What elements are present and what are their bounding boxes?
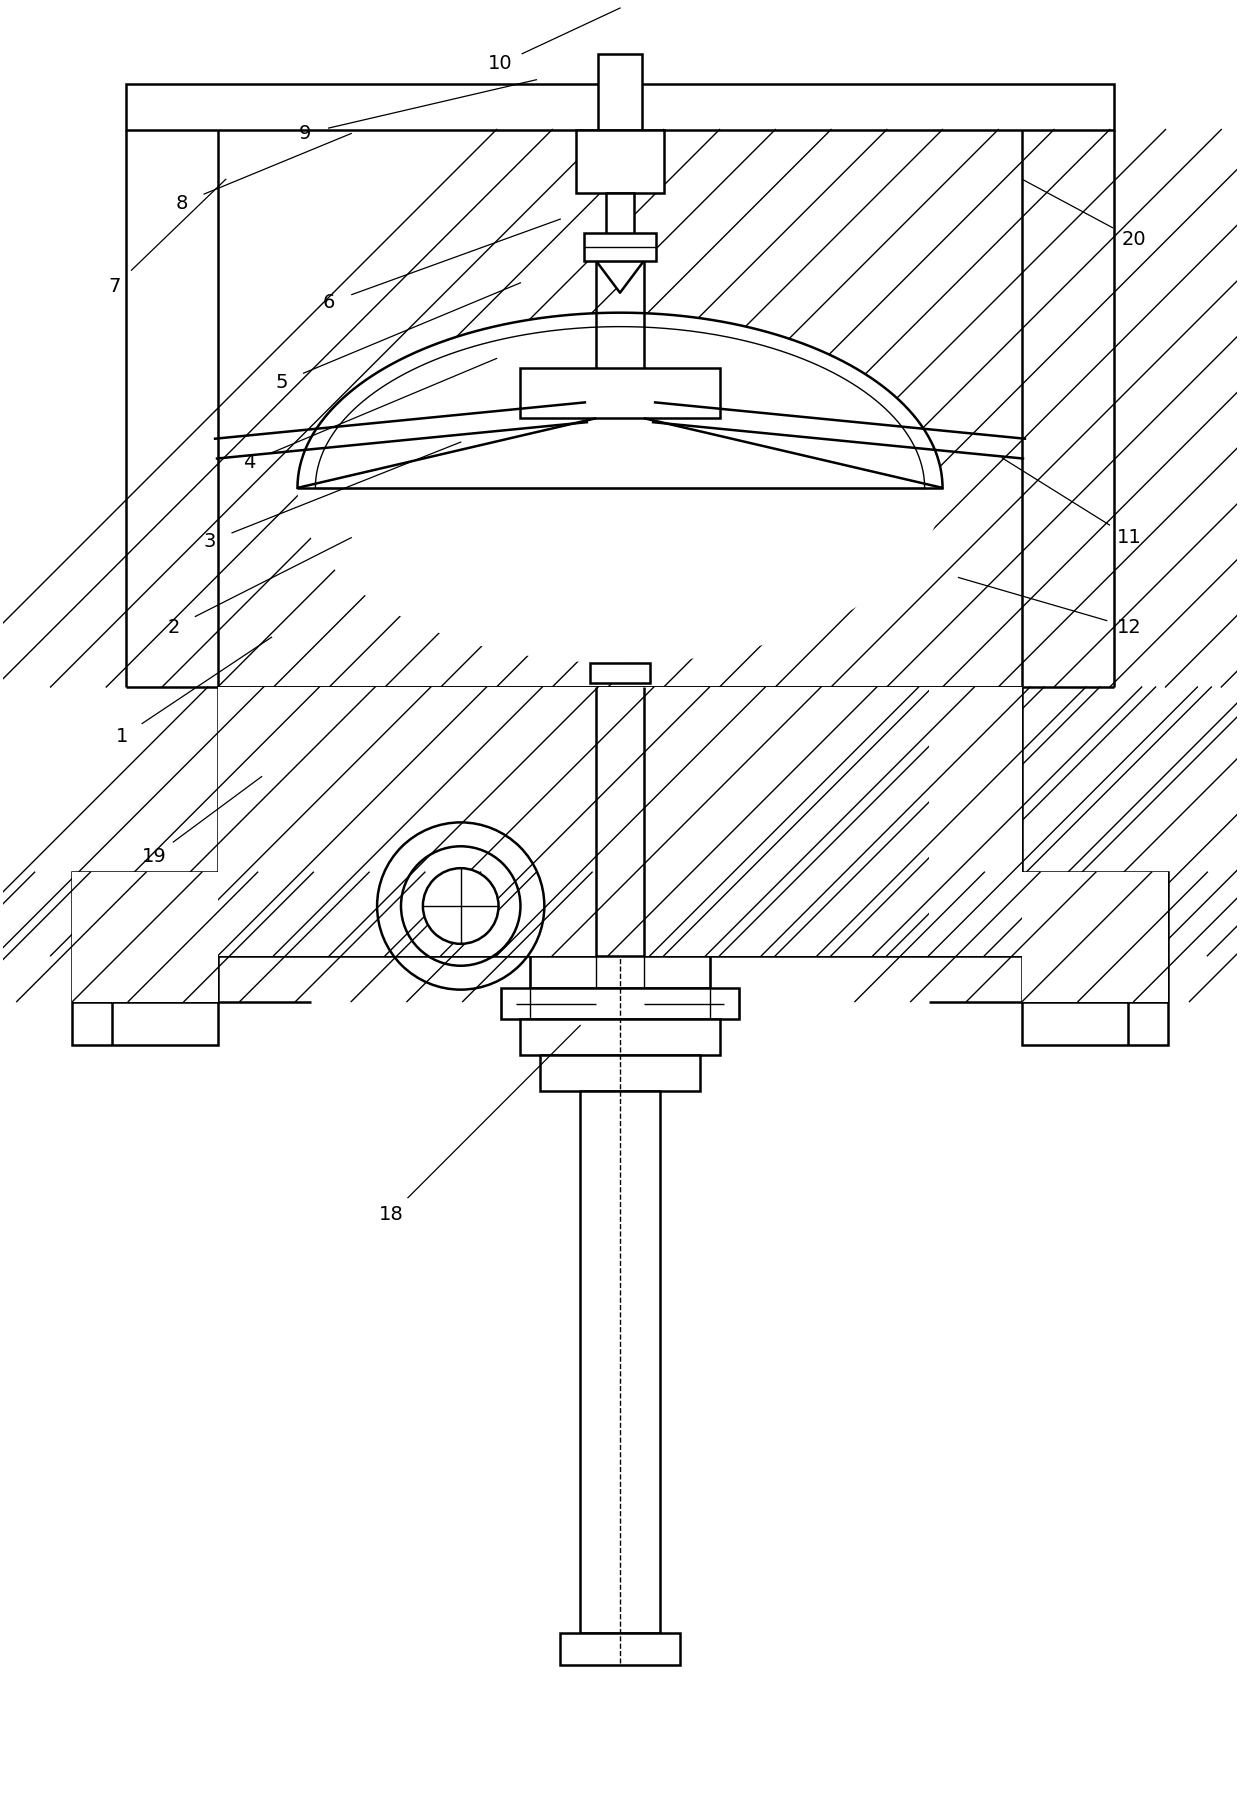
Bar [929,686,1022,955]
Bar [560,1633,680,1665]
Bar [501,988,739,1019]
Bar [218,686,311,955]
Bar [590,663,650,683]
Bar [521,369,719,418]
Bar [521,1019,719,1055]
Text: 7: 7 [108,278,120,296]
Bar [531,955,709,988]
Text: 11: 11 [1117,528,1142,547]
Bar [584,232,656,262]
Text: 2: 2 [167,617,180,637]
Bar [311,686,596,955]
Text: 18: 18 [378,1206,403,1224]
Bar [598,54,642,129]
Bar [644,686,929,955]
Text: 5: 5 [275,372,288,392]
Text: 19: 19 [141,846,166,866]
Bar [218,686,311,955]
Bar [596,369,644,418]
Bar [606,192,634,252]
Bar [218,129,1022,686]
Bar [1022,872,1168,1002]
Text: 3: 3 [203,532,216,550]
Text: 12: 12 [1117,617,1142,637]
Circle shape [423,868,498,944]
Text: 8: 8 [176,194,188,212]
Bar [577,129,663,192]
Bar [580,1091,660,1633]
Bar [126,84,1114,129]
Text: 6: 6 [324,292,336,312]
Bar [72,872,218,1046]
Text: 9: 9 [299,123,311,143]
Bar [596,369,644,418]
Ellipse shape [298,312,942,663]
Bar [929,686,1022,955]
Text: 1: 1 [117,726,129,746]
Bar [1022,872,1168,1046]
Text: 10: 10 [489,54,513,73]
Bar [541,1055,699,1091]
Bar [311,686,929,955]
Polygon shape [596,262,644,292]
Text: 4: 4 [243,452,255,472]
Bar [72,872,218,1002]
Text: 20: 20 [1121,229,1146,249]
